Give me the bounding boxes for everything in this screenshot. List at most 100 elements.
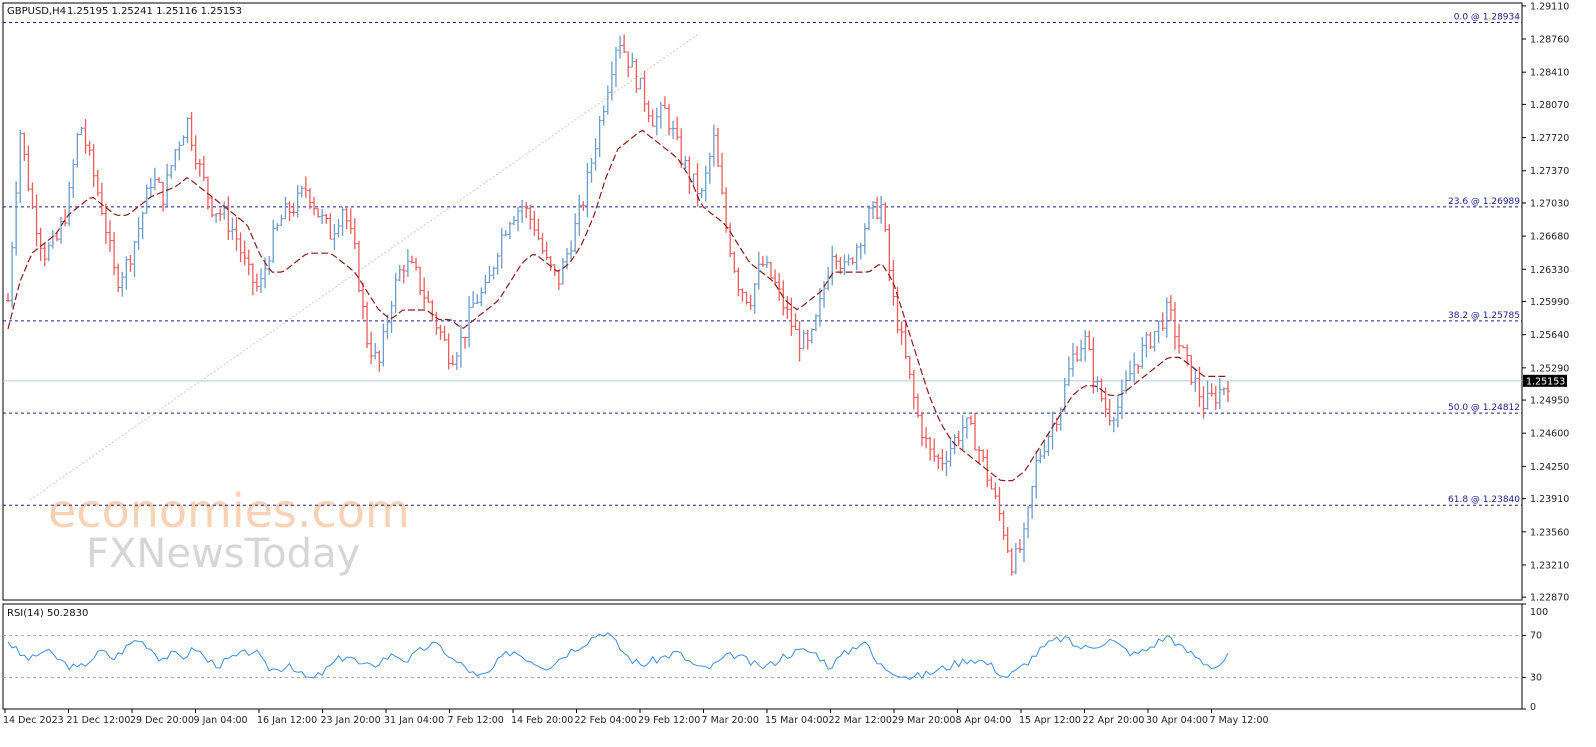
candle [181, 135, 186, 146]
candle [875, 196, 880, 220]
candle [324, 213, 329, 224]
candle [760, 255, 765, 267]
candle [728, 222, 733, 258]
candle [507, 221, 512, 240]
time-tick-label: 22 Feb 04:00 [575, 715, 637, 726]
candle [1164, 297, 1169, 338]
candle [234, 216, 239, 251]
time-tick-label: 23 Jan 20:00 [321, 715, 381, 726]
candle [124, 256, 129, 290]
candle [626, 51, 631, 78]
candle [1205, 380, 1210, 410]
fib-trend-line[interactable] [29, 32, 701, 501]
price-tick-label: 1.23210 [1530, 560, 1569, 571]
candle [397, 264, 402, 282]
price-tick-label: 1.26330 [1530, 265, 1569, 276]
candle [193, 135, 198, 170]
candle [793, 313, 798, 331]
candle [809, 328, 814, 344]
rsi-label: RSI(14) 50.2830 [7, 608, 88, 619]
candle [834, 253, 839, 270]
time-tick-label: 29 Mar 20:00 [892, 715, 955, 726]
candle [381, 323, 386, 367]
time-tick-label: 22 Mar 12:00 [829, 715, 892, 726]
candle [932, 438, 937, 462]
candle [22, 132, 27, 161]
candle [981, 449, 986, 462]
candle [744, 291, 749, 305]
time-tick-label: 21 Dec 12:00 [67, 715, 131, 726]
time-tick-label: 14 Dec 2023 [3, 715, 64, 726]
candle [95, 169, 100, 197]
candle [6, 293, 10, 303]
candle [524, 202, 529, 219]
candle [165, 163, 170, 207]
watermark-economies: economies.com [48, 484, 410, 538]
candle [638, 77, 643, 90]
candle [630, 52, 635, 68]
candle [899, 321, 904, 345]
candle [414, 257, 419, 271]
candle [50, 230, 55, 249]
fibonacci-levels[interactable]: 0.0 @ 1.28934 23.6 @ 1.26989 38.2 @ 1.2578… [3, 13, 1522, 506]
candle [699, 187, 704, 199]
candle [711, 124, 716, 167]
candle [87, 140, 92, 156]
price-tick-label: 1.26680 [1530, 232, 1569, 243]
candle [577, 194, 582, 237]
candle [1107, 399, 1112, 426]
candle [144, 184, 149, 214]
candle [1156, 320, 1161, 344]
rsi-tick-label: 70 [1530, 631, 1542, 642]
candle [707, 152, 712, 184]
candle [993, 482, 998, 500]
candle [928, 436, 933, 461]
candle [536, 218, 541, 241]
candle [605, 85, 610, 115]
rsi-indicator: 100 70 30 0 [3, 603, 1548, 713]
candle [613, 46, 618, 88]
time-tick-label: 29 Feb 12:00 [638, 715, 700, 726]
time-tick-label: 15 Apr 12:00 [1019, 715, 1081, 726]
candle [499, 228, 504, 269]
price-tick-label: 1.24600 [1530, 429, 1569, 440]
candle [1095, 376, 1100, 393]
candle [850, 257, 855, 265]
candle [944, 450, 949, 476]
candle [442, 325, 447, 342]
candle [1148, 331, 1153, 350]
candle [303, 176, 308, 198]
candle [752, 283, 757, 314]
candle [454, 351, 459, 371]
candle [418, 266, 423, 296]
candle [279, 214, 284, 226]
candle [977, 446, 982, 464]
candle [1181, 345, 1186, 349]
candle [1103, 387, 1108, 418]
candle [997, 487, 1002, 521]
candle [854, 243, 859, 271]
candle [185, 117, 190, 143]
candle [242, 240, 247, 266]
candle [1193, 368, 1198, 392]
candle [1070, 343, 1075, 377]
candle [1030, 485, 1035, 519]
candle [883, 202, 888, 233]
time-tick-label: 22 Apr 20:00 [1083, 715, 1145, 726]
current-price-tag: 1.25153 [1526, 376, 1565, 387]
candle [238, 232, 243, 263]
candle [112, 232, 117, 276]
candle [373, 342, 378, 360]
candle [879, 195, 884, 224]
candle [108, 220, 113, 252]
candle [91, 144, 96, 187]
candle [871, 201, 876, 219]
candle [283, 196, 288, 220]
price-tick-label: 1.27370 [1530, 166, 1569, 177]
price-tick-label: 1.24950 [1530, 396, 1569, 407]
candle [136, 217, 141, 250]
candlesticks [6, 34, 1230, 576]
candle [299, 185, 304, 198]
candle [671, 120, 676, 139]
